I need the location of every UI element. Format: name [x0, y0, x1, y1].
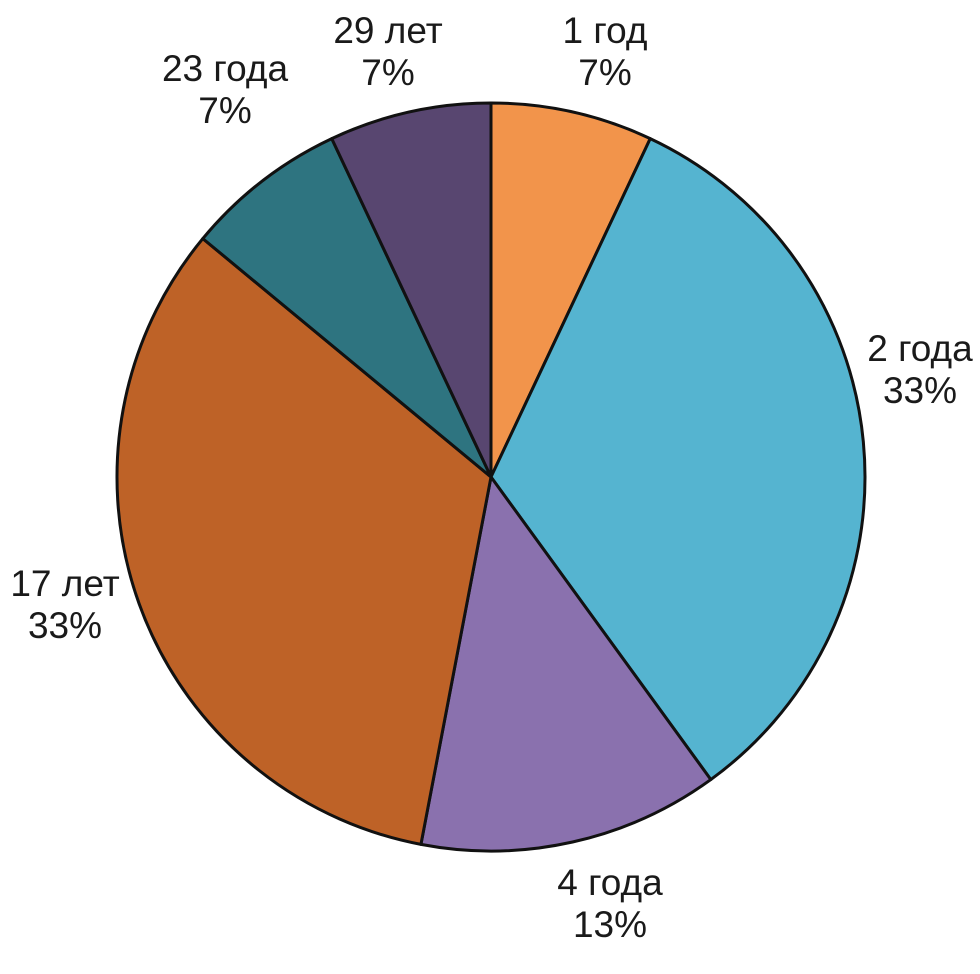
pie-label-29-let-percent: 7% — [361, 51, 415, 93]
pie-label-1-god-name: 1 год — [562, 10, 648, 51]
pie-slice-3[interactable] — [419, 475, 713, 853]
pie-label-23-goda: 23 года 7% — [125, 48, 325, 132]
pie-label-23-goda-percent: 7% — [198, 89, 252, 131]
pie-slice-6[interactable] — [330, 101, 493, 479]
pie-label-2-goda-name: 2 года — [867, 328, 973, 369]
pie-label-2-goda-percent: 33% — [882, 369, 958, 411]
pie-label-17-let-percent: 33% — [27, 604, 103, 646]
pie-slice-2[interactable] — [489, 137, 867, 782]
pie-label-17-let: 17 лет 33% — [0, 563, 130, 647]
pie-slice-group — [115, 101, 867, 853]
pie-slice-5[interactable] — [201, 137, 493, 479]
pie-slice-4[interactable] — [115, 237, 493, 846]
pie-label-1-god: 1 год 7% — [510, 10, 700, 94]
pie-label-1-god-percent: 7% — [578, 51, 632, 93]
pie-label-2-goda: 2 года 33% — [860, 328, 980, 412]
pie-label-4-goda: 4 года 13% — [520, 862, 700, 946]
pie-slice-1[interactable] — [489, 101, 652, 479]
pie-label-17-let-name: 17 лет — [10, 563, 120, 604]
pie-label-29-let-name: 29 лет — [333, 10, 443, 51]
pie-label-4-goda-name: 4 года — [557, 862, 663, 903]
pie-label-29-let: 29 лет 7% — [293, 10, 483, 94]
pie-label-23-goda-name: 23 года — [161, 48, 289, 89]
pie-label-4-goda-percent: 13% — [572, 903, 648, 945]
